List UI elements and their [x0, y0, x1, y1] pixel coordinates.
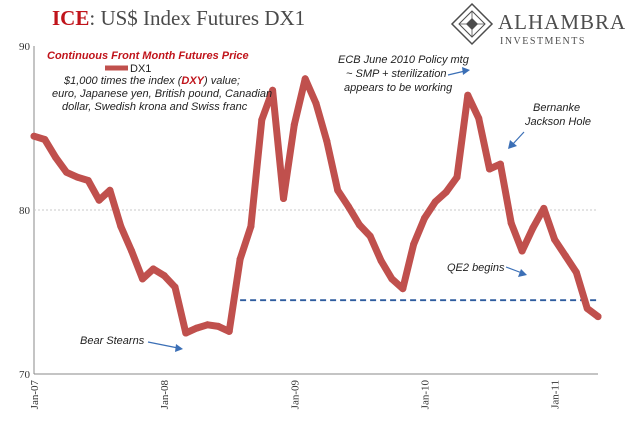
data-point: [269, 86, 277, 94]
data-point: [30, 132, 38, 140]
ecb-annotation-line-3: appears to be working: [344, 82, 453, 94]
data-point: [355, 221, 363, 229]
description-line-1: $1,000 times the index (DXY) value;: [63, 75, 240, 87]
data-point: [63, 168, 70, 176]
data-point: [149, 265, 157, 273]
data-point: [464, 91, 472, 99]
data-point: [583, 304, 591, 312]
data-point: [562, 252, 569, 260]
title-rest: : US$ Index Futures DX1: [89, 6, 305, 30]
x-tick-label: Jan-09: [289, 380, 301, 410]
description-line-3: dollar, Swedish krona and Swiss franc: [62, 101, 248, 113]
data-point: [73, 173, 81, 181]
y-tick-90: 90: [19, 41, 31, 53]
x-tick-label: Jan-07: [29, 380, 41, 410]
x-tick-labels: Jan-07 Jan-08 Jan-09 Jan-10 Jan-11: [29, 380, 562, 410]
qe2-annotation: QE2 begins: [447, 262, 505, 274]
ecb-arrow-icon: [447, 67, 470, 76]
data-point: [594, 313, 602, 321]
data-point: [453, 173, 461, 181]
data-point: [301, 75, 309, 83]
data-point: [540, 204, 548, 212]
bernanke-annotation-line-2: Jackson Hole: [524, 116, 591, 128]
title-brand: ICE: [52, 6, 89, 30]
data-point: [236, 255, 244, 263]
chart-title: ICE: US$ Index Futures DX1: [52, 6, 305, 30]
logo-sub: INVESTMENTS: [500, 36, 586, 47]
bernanke-annotation-line-1: Bernanke: [533, 102, 580, 114]
data-point: [225, 327, 233, 335]
legend: DX1: [105, 63, 151, 75]
data-point: [345, 203, 352, 211]
data-point: [410, 240, 418, 248]
data-point: [204, 321, 211, 329]
data-point: [431, 198, 439, 206]
data-point: [160, 272, 168, 280]
data-point: [139, 275, 146, 283]
x-tick-label: Jan-10: [420, 380, 432, 410]
bear-stearns-annotation: Bear Stearns: [80, 335, 145, 347]
data-point: [247, 222, 255, 230]
data-point: [117, 222, 125, 230]
data-point: [442, 188, 450, 196]
data-point: [529, 224, 537, 232]
data-point: [312, 99, 320, 107]
alhambra-logo: ALHAMBRA INVESTMENTS: [450, 2, 626, 47]
bear-stearns-arrow-icon: [147, 341, 183, 352]
logo-name: ALHAMBRA: [498, 10, 626, 34]
data-point: [106, 186, 114, 194]
x-tick-label: Jan-11: [550, 380, 562, 409]
data-point: [214, 322, 222, 330]
y-tick-80: 80: [19, 205, 31, 217]
legend-label: DX1: [130, 63, 151, 75]
data-point: [171, 283, 179, 291]
data-points: [30, 75, 602, 337]
data-point: [399, 285, 407, 293]
data-point: [280, 195, 287, 202]
ecb-annotation-line-2: ~ SMP + sterilization: [346, 68, 446, 80]
data-point: [193, 324, 201, 332]
data-point: [182, 329, 190, 337]
bernanke-arrow-icon: [508, 131, 525, 149]
data-point: [496, 160, 504, 168]
data-point: [323, 137, 331, 145]
chart-subtitle: Continuous Front Month Futures Price: [47, 50, 249, 62]
diamond-emblem-icon: [450, 2, 494, 46]
data-point: [334, 186, 342, 194]
data-point: [290, 121, 298, 129]
data-point: [377, 257, 385, 265]
data-point: [551, 236, 559, 243]
data-point: [507, 219, 515, 227]
data-point: [518, 247, 526, 255]
data-point: [366, 232, 374, 240]
data-point: [41, 136, 49, 143]
data-point: [52, 154, 60, 161]
ecb-annotation-line-1: ECB June 2010 Policy mtg: [338, 54, 470, 66]
x-tick-label: Jan-08: [159, 380, 171, 410]
data-point: [486, 165, 493, 173]
series-line-dx1: [30, 75, 602, 337]
qe2-arrow-icon: [505, 266, 527, 277]
data-point: [95, 196, 103, 204]
description-line-2: euro, Japanese yen, British pound, Canad…: [52, 88, 272, 100]
y-tick-70: 70: [19, 369, 31, 381]
data-point: [84, 177, 92, 184]
data-point: [572, 268, 580, 276]
data-point: [421, 214, 428, 222]
data-point: [475, 114, 483, 122]
data-point: [258, 116, 266, 124]
data-point: [128, 247, 136, 255]
data-point: [388, 275, 396, 283]
